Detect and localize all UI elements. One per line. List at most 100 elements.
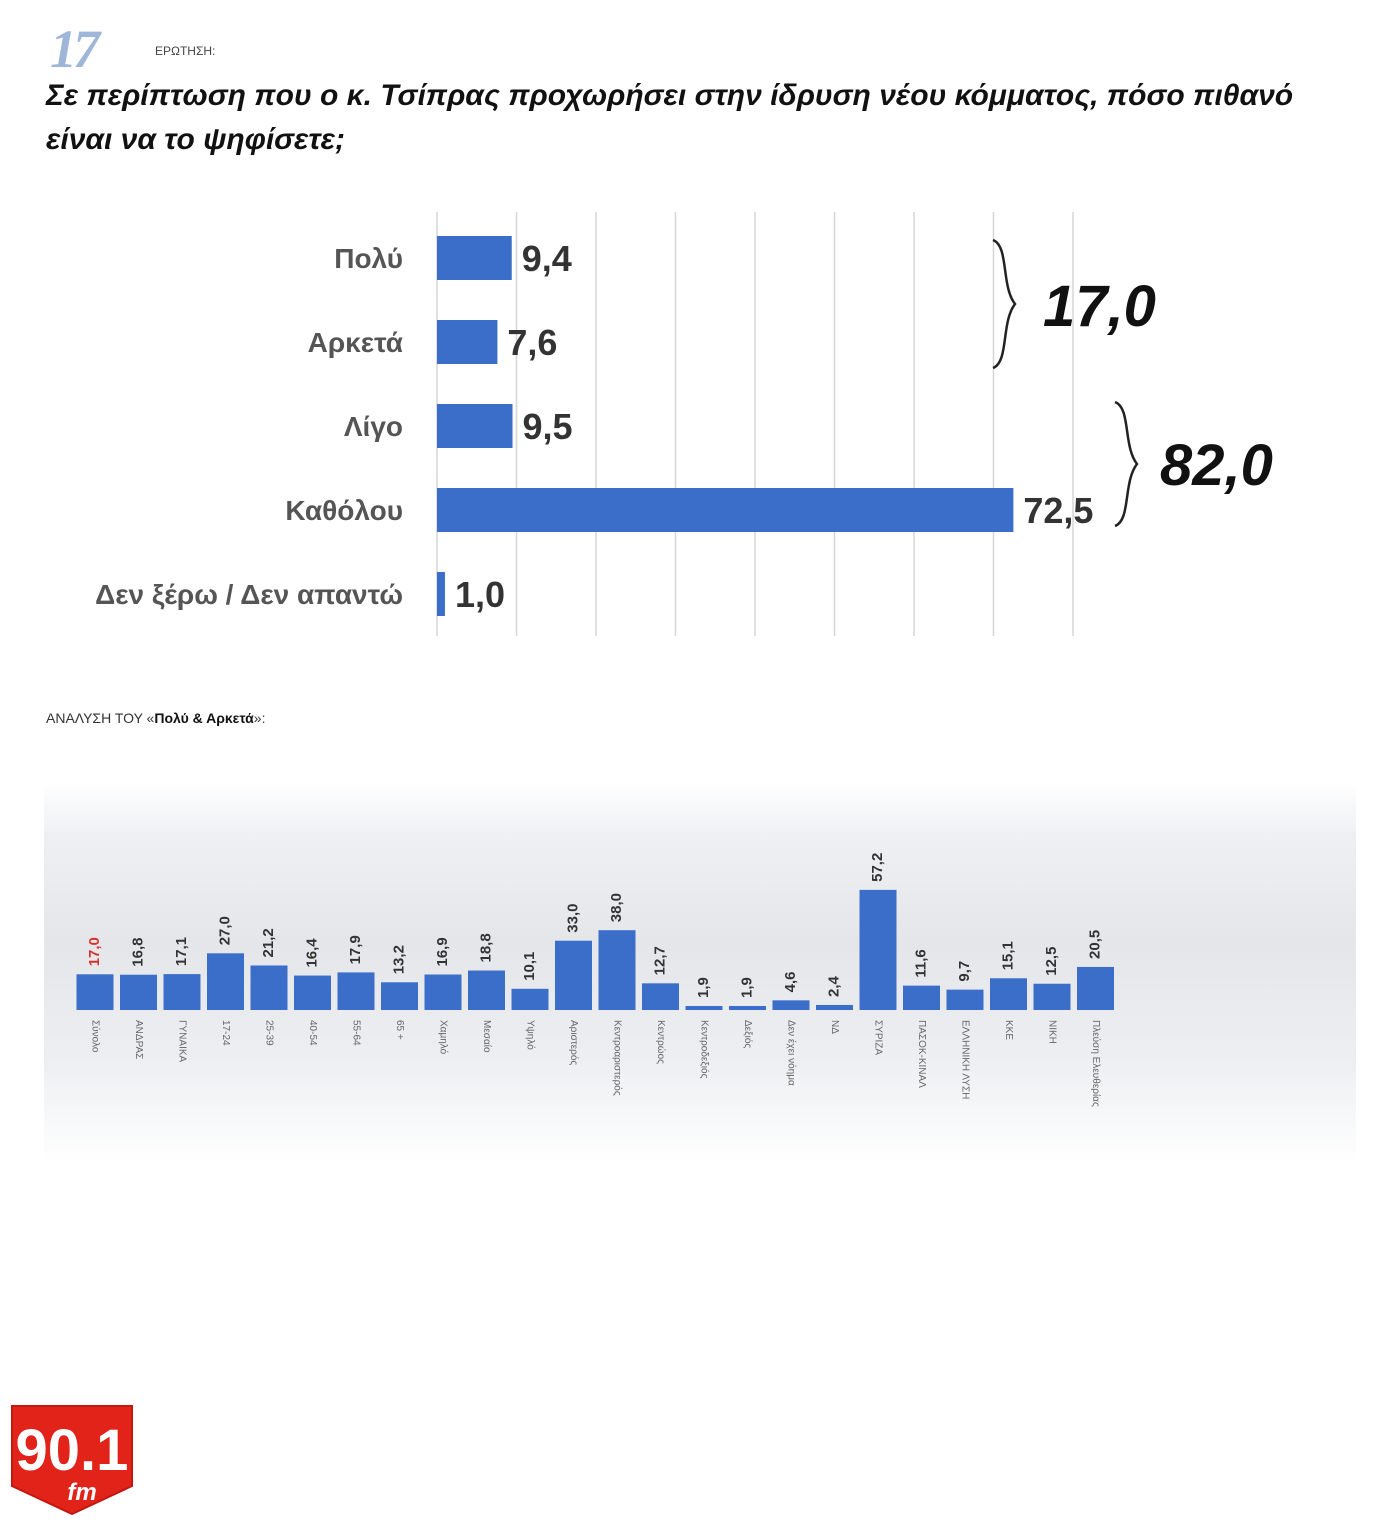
breakdown-bar bbox=[120, 974, 157, 1010]
breakdown-category-label: ΑΝΔΡΑΣ bbox=[133, 1020, 144, 1059]
bar bbox=[437, 572, 445, 616]
breakdown-value-label: 10,1 bbox=[521, 952, 538, 981]
breakdown-category-label: 25-39 bbox=[263, 1020, 274, 1046]
breakdown-value-label: 15,1 bbox=[999, 941, 1016, 970]
bar bbox=[437, 404, 513, 448]
group-total-high: 17,0 bbox=[1043, 274, 1156, 339]
category-label: Δεν ξέρω / Δεν απαντώ bbox=[95, 579, 403, 610]
breakdown-category-label: ΓΥΝΑΙΚΑ bbox=[176, 1020, 187, 1063]
group-brace-low bbox=[1114, 400, 1139, 528]
category-label: Πολύ bbox=[334, 243, 403, 274]
breakdown-value-label: 13,2 bbox=[390, 945, 407, 974]
breakdown-category-label: Κεντροδεξιός bbox=[698, 1020, 710, 1079]
breakdown-category-label: Μεσαίο bbox=[481, 1020, 493, 1053]
logo-sub-text: fm bbox=[67, 1479, 96, 1506]
breakdown-category-label: 55-64 bbox=[350, 1020, 361, 1046]
bar bbox=[437, 236, 512, 280]
breakdown-value-label: 11,6 bbox=[912, 949, 929, 977]
group-brace-high bbox=[992, 238, 1017, 370]
breakdown-bar bbox=[468, 970, 505, 1010]
breakdown-category-label: ΠΑΣΟΚ-ΚΙΝΑΛ bbox=[916, 1020, 927, 1088]
breakdown-value-label: 16,9 bbox=[434, 937, 451, 966]
breakdown-value-label: 17,1 bbox=[173, 937, 190, 966]
breakdown-value-label: 57,2 bbox=[869, 853, 886, 882]
breakdown-value-label: 33,0 bbox=[564, 903, 581, 932]
breakdown-category-label: Σύνολο bbox=[89, 1020, 101, 1053]
breakdown-bar bbox=[729, 1006, 766, 1010]
breakdown-bar bbox=[381, 982, 418, 1010]
breakdown-category-label: Πλεύση Ελευθερίας bbox=[1090, 1020, 1102, 1107]
breakdown-category-label: ΕΛΛΗΝΙΚΗ ΛΥΣΗ bbox=[959, 1020, 970, 1099]
category-label: Καθόλου bbox=[285, 495, 403, 526]
breakdown-value-label: 12,7 bbox=[651, 946, 668, 975]
question-label: ΕΡΩΤΗΣΗ: bbox=[155, 44, 216, 58]
breakdown-bar bbox=[859, 889, 897, 1010]
breakdown-category-label: Χαμηλό bbox=[437, 1020, 449, 1055]
breakdown-value-label: 16,4 bbox=[303, 938, 320, 968]
breakdown-value-label: 12,5 bbox=[1043, 947, 1060, 976]
breakdown-category-label: ΝΔ bbox=[829, 1020, 840, 1034]
breakdown-value-label: 21,2 bbox=[260, 928, 277, 957]
breakdown-value-label: 17,9 bbox=[347, 935, 364, 964]
value-label: 7,6 bbox=[507, 322, 557, 363]
value-label: 72,5 bbox=[1023, 490, 1093, 531]
breakdown-bar bbox=[250, 965, 288, 1010]
breakdown-bar bbox=[207, 953, 244, 1010]
bar bbox=[437, 488, 1014, 532]
breakdown-bar bbox=[163, 974, 201, 1010]
breakdown-category-label: Δεξιός bbox=[742, 1020, 754, 1048]
value-label: 1,0 bbox=[455, 574, 505, 615]
breakdown-value-label: 18,8 bbox=[477, 933, 494, 962]
value-label: 9,5 bbox=[523, 406, 573, 447]
breakdown-value-label: 38,0 bbox=[608, 893, 625, 922]
breakdown-bar bbox=[337, 972, 375, 1010]
breakdown-category-label: 40-54 bbox=[307, 1020, 318, 1046]
breakdown-bar bbox=[946, 989, 984, 1010]
breakdown-bar bbox=[598, 930, 636, 1010]
breakdown-category-label: ΝΙΚΗ bbox=[1046, 1020, 1057, 1044]
breakdown-category-label: ΚΚΕ bbox=[1003, 1020, 1014, 1040]
breakdown-bar bbox=[903, 985, 940, 1010]
breakdown-value-label: 17,0 bbox=[86, 937, 103, 966]
breakdown-bar bbox=[511, 988, 549, 1010]
category-label: Λίγο bbox=[344, 411, 403, 442]
breakdown-value-label: 1,9 bbox=[695, 977, 712, 998]
breakdown-bar bbox=[76, 974, 114, 1010]
bar bbox=[437, 320, 498, 364]
breakdown-category-label: Αριστερός bbox=[568, 1020, 580, 1065]
breakdown-bar bbox=[294, 975, 331, 1010]
breakdown-title: ΑΝΑΛΥΣΗ ΤΟΥ «Πολύ & Αρκετά»: bbox=[46, 710, 266, 726]
breakdown-category-label: Κεντροαριστερός bbox=[611, 1020, 623, 1096]
breakdown-category-label: 17-24 bbox=[220, 1020, 231, 1046]
breakdown-bar bbox=[816, 1004, 853, 1010]
main-bar-chart: Πολύ 9,4 Αρκετά 7,6 Λίγο 9,5 Καθόλου 72,5 Δεν ξέ… bbox=[95, 212, 1273, 636]
breakdown-category-label: ΣΥΡΙΖΑ bbox=[872, 1020, 883, 1055]
breakdown-value-label: 1,9 bbox=[738, 977, 755, 998]
breakdown-bar bbox=[1033, 983, 1071, 1010]
breakdown-value-label: 16,8 bbox=[129, 938, 146, 967]
value-label: 9,4 bbox=[522, 238, 572, 279]
breakdown-bar bbox=[990, 978, 1027, 1010]
question-number: 17 bbox=[50, 19, 100, 79]
breakdown-value-label: 2,4 bbox=[825, 975, 842, 997]
breakdown-value-label: 4,6 bbox=[782, 971, 799, 992]
breakdown-bar bbox=[772, 1000, 810, 1010]
breakdown-bar bbox=[685, 1006, 723, 1010]
breakdown-bar bbox=[424, 974, 462, 1010]
breakdown-category-label: Υψηλό bbox=[524, 1020, 536, 1050]
breakdown-bar bbox=[642, 983, 679, 1010]
category-label: Αρκετά bbox=[308, 327, 403, 358]
breakdown-category-label: Δεν έχει νόημα bbox=[785, 1020, 797, 1086]
breakdown-bar bbox=[1077, 966, 1114, 1010]
question-text: Σε περίπτωση που ο κ. Τσίπρας προχωρήσει… bbox=[46, 79, 1294, 156]
breakdown-value-label: 9,7 bbox=[956, 961, 973, 982]
radio-logo: 90.1 fm bbox=[11, 1405, 133, 1516]
breakdown-category-label: Κεντρώος bbox=[655, 1020, 667, 1064]
breakdown-value-label: 20,5 bbox=[1086, 930, 1103, 959]
logo-main-text: 90.1 bbox=[16, 1418, 129, 1483]
breakdown-bar bbox=[555, 940, 592, 1010]
breakdown-category-label: 65 + bbox=[394, 1020, 405, 1040]
breakdown-bar-chart: 17,0 Σύνολο 16,8 ΑΝΔΡΑΣ 17,1 ΓΥΝΑΙΚΑ 27,0 17-24… bbox=[76, 853, 1114, 1107]
group-total-low: 82,0 bbox=[1160, 433, 1273, 498]
breakdown-value-label: 27,0 bbox=[216, 916, 233, 945]
